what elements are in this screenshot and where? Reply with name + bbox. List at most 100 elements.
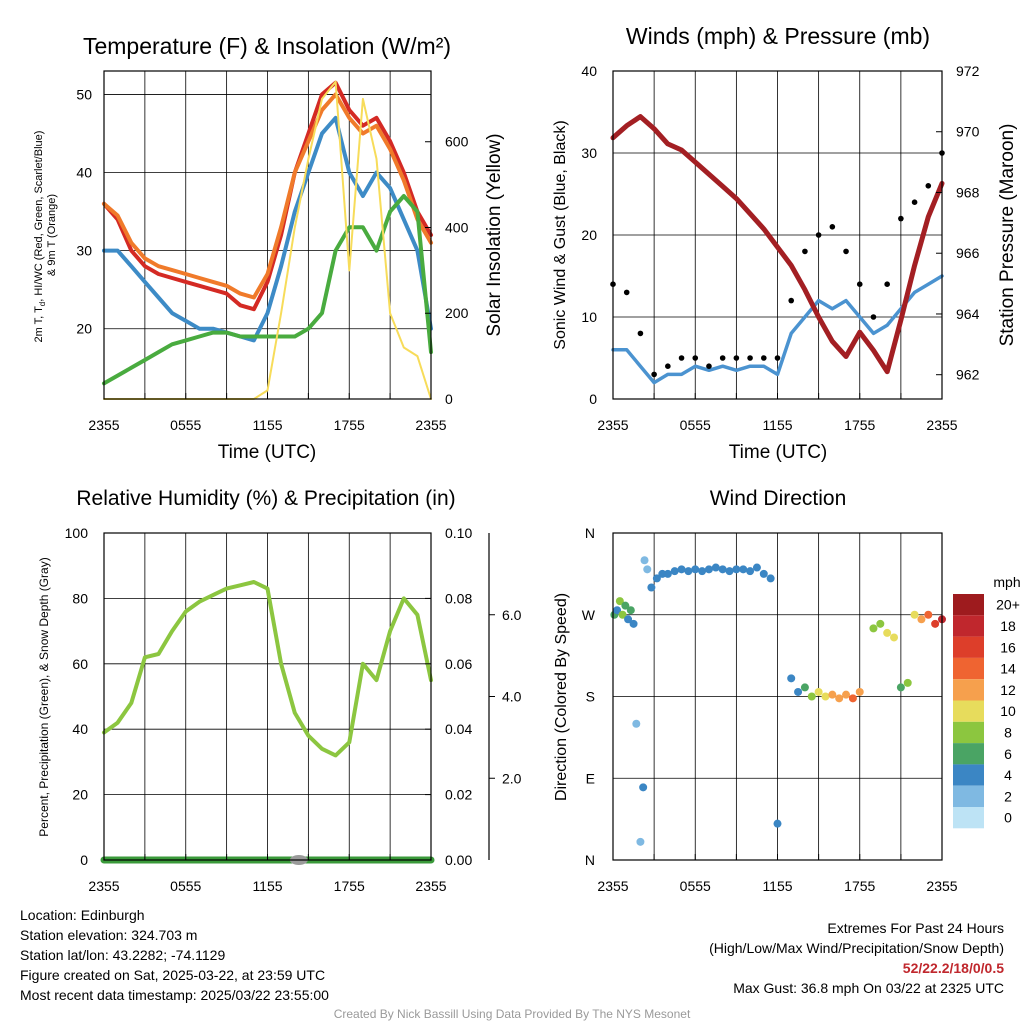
y-tick-label: 20 [76, 321, 92, 337]
direction-point [711, 563, 720, 572]
direction-point [910, 610, 919, 619]
wind-y-label: Sonic Wind & Gust (Blue, Black) [552, 120, 569, 349]
gust-point [706, 363, 712, 370]
x-tick-label: 2355 [415, 878, 446, 894]
x-tick-label: 2355 [926, 417, 957, 433]
direction-point [640, 556, 649, 565]
direction-point [629, 619, 638, 628]
y-tick-label: N [585, 525, 595, 541]
x-tick-label: 0555 [170, 878, 201, 894]
rh-line [102, 580, 433, 758]
y2-tick-label: 964 [956, 306, 980, 322]
gust-point [637, 330, 644, 337]
y2-tick-label: 0.00 [445, 852, 472, 868]
gust-point [623, 289, 630, 296]
direction-point [869, 624, 878, 633]
hiwc-line [102, 115, 433, 343]
y2-tick-label: 0 [445, 391, 453, 407]
temperature-plot-area [102, 80, 433, 400]
humidity-y-label: Percent, Precipitation (Green), & Snow D… [37, 557, 51, 836]
legend-swatch [953, 594, 984, 616]
direction-point [691, 565, 700, 574]
y-tick-label: 40 [581, 63, 597, 79]
x-tick-label: 2355 [88, 417, 119, 433]
y-tick-label: 40 [76, 165, 92, 181]
legend-swatch [953, 657, 984, 680]
wind-plot-area [610, 114, 945, 385]
direction-point [632, 719, 641, 728]
wind-direction-y-label: Direction (Colored By Speed) [553, 593, 570, 801]
direction-point [896, 683, 905, 692]
direction-point [800, 683, 809, 692]
gust-point [815, 232, 822, 238]
direction-point [807, 692, 816, 701]
humidity-grid [103, 532, 432, 861]
extremes-subtitle: (High/Low/Max Wind/Precipitation/Snow De… [709, 940, 1004, 956]
direction-point [821, 692, 830, 701]
direction-point [883, 628, 892, 637]
wind-direction-plot-area [610, 556, 946, 846]
direction-point [814, 687, 823, 696]
direction-point [670, 567, 679, 576]
x-tick-label: 2355 [597, 417, 628, 433]
y-tick-label: 20 [581, 227, 597, 243]
direction-point [752, 563, 761, 572]
y2-tick-label: 972 [956, 63, 980, 79]
x-tick-label: 1755 [844, 878, 875, 894]
legend-label: 10 [1000, 703, 1016, 719]
direction-point [924, 610, 933, 619]
legend-swatch [953, 807, 984, 829]
y2-tick-label: 966 [956, 245, 980, 261]
gust-point [733, 355, 740, 361]
figure-created: Figure created on Sat, 2025-03-22, at 23… [20, 967, 326, 983]
direction-point [739, 565, 748, 574]
direction-point [704, 565, 713, 574]
direction-point [684, 567, 693, 576]
direction-point [718, 565, 727, 574]
direction-point [621, 601, 630, 610]
y-tick-label: 30 [581, 145, 597, 161]
extremes-values: 52/22.2/18/0/0.5 [902, 960, 1004, 976]
legend-swatch [953, 700, 984, 722]
direction-point [842, 690, 851, 699]
direction-point [876, 619, 885, 628]
y2-tick-label: 400 [445, 219, 469, 235]
x-tick-label: 1155 [762, 417, 792, 433]
direction-point [835, 694, 844, 703]
extremes-info: Extremes For Past 24 Hours (High/Low/Max… [709, 918, 1004, 998]
x-tick-label: 0555 [170, 417, 201, 433]
direction-point [639, 783, 648, 792]
temperature-panel-title: Temperature (F) & Insolation (W/m²) [83, 33, 451, 59]
y3-tick-label: 4.0 [502, 689, 522, 705]
legend-swatch [953, 785, 984, 807]
speed-legend-title: mph [993, 574, 1020, 590]
direction-point [794, 687, 803, 696]
direction-point [626, 606, 635, 615]
pressure-line [610, 114, 945, 375]
gust-point [870, 314, 877, 320]
legend-label: 14 [1000, 661, 1016, 677]
temperature-y-label-part1: 2m T, T [33, 306, 45, 343]
y2-tick-label: 0.02 [445, 787, 472, 803]
wind-axes: 2355 0555 1155 1755 235501020304096296496696… [581, 63, 979, 433]
legend-label: 16 [1000, 639, 1016, 655]
station-latlon: Station lat/lon: 43.2282; -74.1129 [20, 947, 226, 963]
gust-point [678, 355, 685, 361]
legend-label: 20+ [996, 597, 1020, 613]
y3-tick-label: 2.0 [502, 770, 522, 786]
gust-point [747, 355, 753, 361]
gust-point [925, 183, 932, 189]
gust-point [665, 363, 671, 370]
direction-point [787, 674, 796, 683]
direction-point [624, 615, 633, 624]
temperature-y-label: 2m T, Td, HI/WC (Red, Green, Scarlet/Blu… [33, 128, 58, 343]
gust-point [911, 199, 918, 205]
y2-tick-label: 0.04 [445, 721, 472, 737]
y2-tick-label: 0.10 [445, 525, 472, 541]
gust-point [788, 297, 795, 304]
station-info: Location: Edinburgh Station elevation: 3… [20, 905, 329, 1005]
temperature-y-label-line1: 2m T, Td, HI/WC (Red, Green, Scarlet/Blu… [33, 128, 47, 343]
direction-point [643, 565, 652, 574]
